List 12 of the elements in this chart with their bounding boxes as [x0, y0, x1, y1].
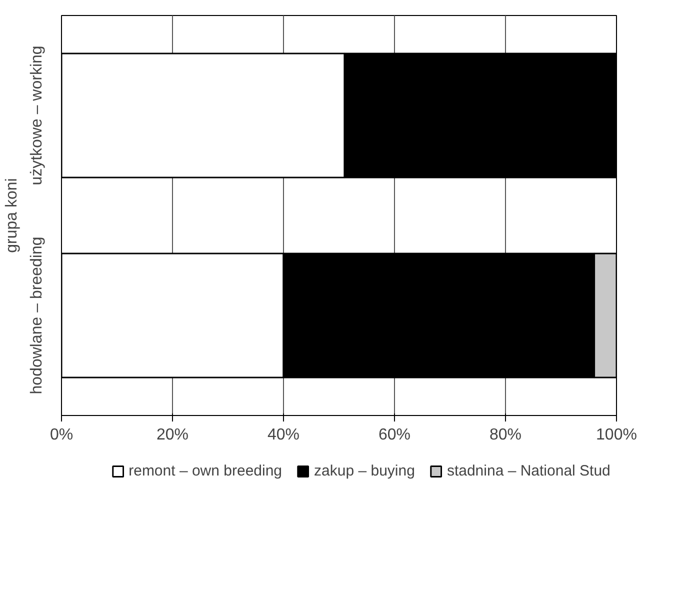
x-tick-label: 60% — [378, 426, 411, 444]
y-tick-label: hodowlane – breeding — [28, 236, 46, 394]
y-axis-title: grupa koni — [4, 178, 20, 253]
x-tick-label: 20% — [156, 426, 189, 444]
x-tick-label: 100% — [596, 426, 637, 444]
legend-label: stadnina – National Stud — [446, 462, 610, 480]
legend-label: zakup – buying — [314, 462, 415, 480]
legend-label: remont – own breeding — [128, 462, 282, 480]
x-tick-label: 40% — [267, 426, 300, 444]
x-tick-label: 0% — [50, 426, 74, 444]
y-tick-label: użytkowe – working — [28, 46, 46, 186]
x-tick-label: 80% — [489, 426, 522, 444]
